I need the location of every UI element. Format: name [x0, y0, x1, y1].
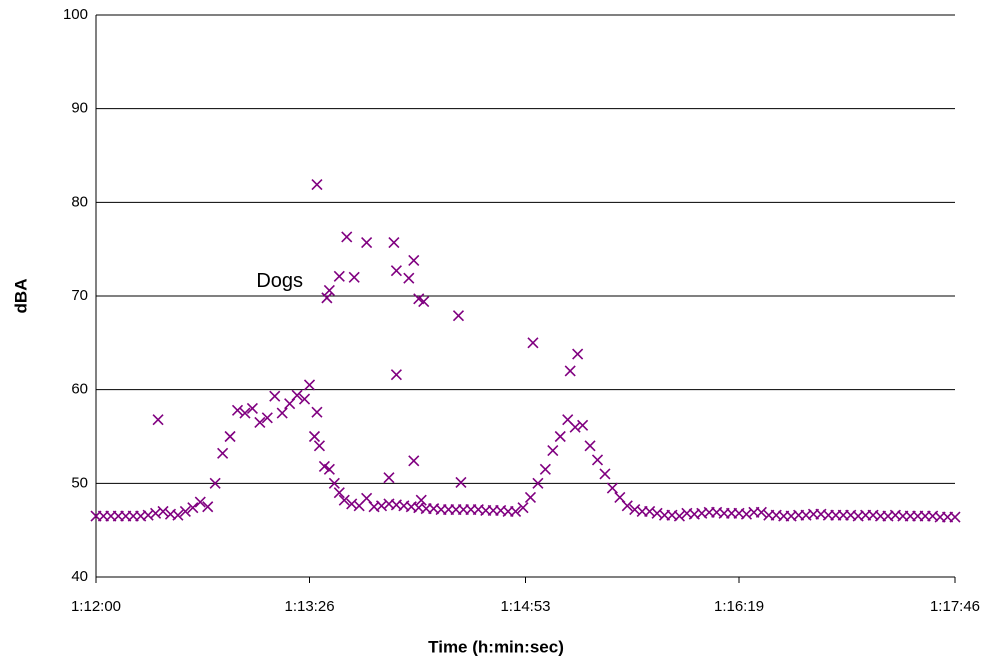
- data-point: [418, 296, 430, 308]
- x-tick-label: 1:17:46: [930, 598, 980, 615]
- data-point: [415, 494, 427, 506]
- data-point: [621, 500, 633, 512]
- data-point: [291, 389, 303, 401]
- y-tick-label: 40: [71, 568, 88, 585]
- data-point: [224, 430, 236, 443]
- data-point: [150, 507, 162, 519]
- data-point: [209, 477, 221, 489]
- data-point: [338, 494, 350, 506]
- data-point: [172, 509, 184, 521]
- data-point: [269, 390, 281, 402]
- y-axis-label: dBA: [11, 279, 30, 314]
- x-tick-label: 1:12:00: [71, 598, 121, 615]
- y-tick-label: 100: [63, 6, 88, 23]
- y-tick-label: 70: [71, 287, 88, 304]
- data-point: [390, 265, 402, 277]
- x-tick-label: 1:14:53: [500, 598, 550, 615]
- data-point: [157, 505, 169, 517]
- data-point: [569, 421, 581, 433]
- data-point: [142, 509, 154, 521]
- data-point: [390, 369, 402, 381]
- x-axis-label: Time (h:min:sec): [428, 637, 564, 656]
- data-point: [539, 463, 551, 475]
- data-point: [564, 365, 576, 377]
- data-point: [524, 491, 537, 503]
- data-point: [239, 407, 251, 419]
- data-point: [572, 348, 584, 360]
- data-point: [217, 447, 229, 459]
- data-point: [298, 393, 311, 405]
- data-point: [455, 476, 467, 488]
- data-point: [408, 455, 420, 467]
- data-point: [452, 310, 465, 322]
- data-point: [591, 454, 604, 466]
- data-point: [527, 337, 539, 349]
- data-point: [313, 440, 326, 452]
- data-point: [303, 379, 316, 391]
- data-point: [333, 270, 345, 282]
- data-point: [554, 430, 566, 443]
- data-point: [517, 502, 529, 514]
- data-point: [388, 237, 400, 249]
- data-point: [599, 468, 611, 480]
- data-point: [323, 284, 335, 296]
- x-tick-label: 1:13:26: [284, 598, 334, 615]
- data-point: [246, 402, 258, 414]
- data-point: [311, 178, 323, 191]
- data-point: [584, 440, 596, 452]
- data-point: [547, 444, 559, 457]
- data-point: [202, 501, 214, 513]
- data-point: [651, 507, 663, 519]
- data-point: [333, 487, 345, 499]
- data-point: [383, 472, 395, 484]
- y-tick-label: 80: [71, 193, 88, 210]
- data-point: [949, 511, 961, 523]
- data-point: [606, 482, 618, 494]
- data-point: [375, 500, 388, 512]
- data-point: [231, 404, 244, 416]
- annotation: Dogs: [256, 270, 303, 292]
- data-point: [276, 407, 288, 419]
- y-tick-label: 50: [71, 474, 88, 491]
- y-tick-label: 90: [71, 100, 88, 117]
- data-point: [323, 463, 335, 475]
- data-point: [644, 505, 656, 517]
- data-point: [510, 505, 522, 517]
- data-point: [341, 231, 353, 243]
- data-point: [194, 496, 206, 508]
- data-point: [321, 292, 333, 304]
- data-point: [740, 508, 753, 520]
- data-point: [403, 272, 415, 284]
- data-point: [361, 237, 373, 249]
- data-point: [577, 419, 589, 431]
- data-point: [673, 510, 685, 522]
- data-point: [261, 412, 273, 424]
- data-point: [532, 477, 544, 489]
- data-point: [187, 502, 199, 514]
- data-point: [179, 505, 191, 517]
- y-tick-label: 60: [71, 381, 88, 398]
- data-point: [328, 477, 340, 489]
- data-point: [408, 254, 420, 266]
- data-point: [348, 271, 360, 283]
- data-point: [755, 506, 767, 518]
- data-point: [254, 416, 266, 429]
- x-tick-label: 1:16:19: [714, 598, 764, 615]
- data-point: [308, 430, 321, 443]
- data-point: [311, 406, 323, 418]
- data-point: [152, 414, 164, 426]
